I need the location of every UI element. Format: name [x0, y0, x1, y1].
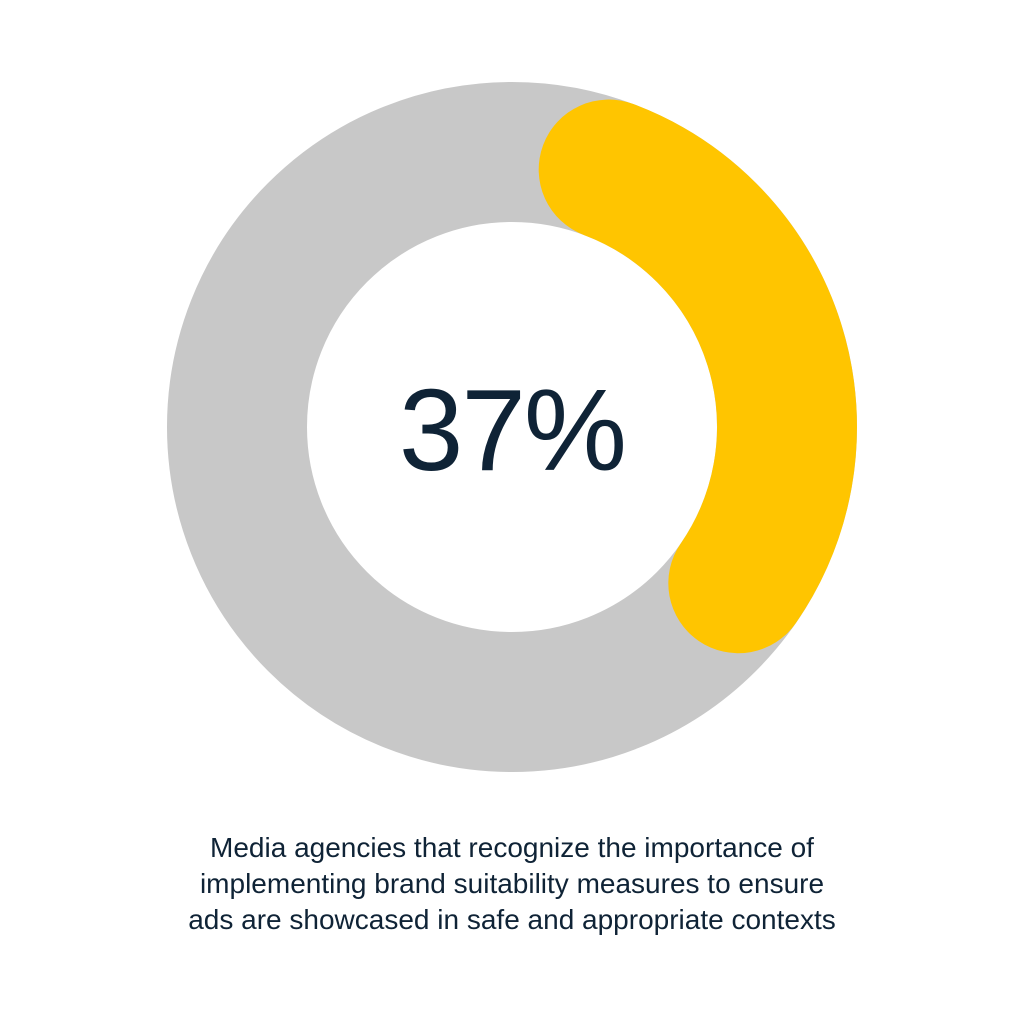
chart-caption: Media agencies that recognize the import… — [112, 830, 912, 938]
caption-line-2: implementing brand suitability measures … — [199, 868, 825, 899]
caption-line-1: Media agencies that recognize the import… — [210, 832, 814, 863]
caption-line-3: ads are showcased in safe and appropriat… — [188, 904, 836, 935]
donut-highlight-segment — [538, 99, 857, 654]
center-percentage-label: 37% — [398, 365, 627, 495]
